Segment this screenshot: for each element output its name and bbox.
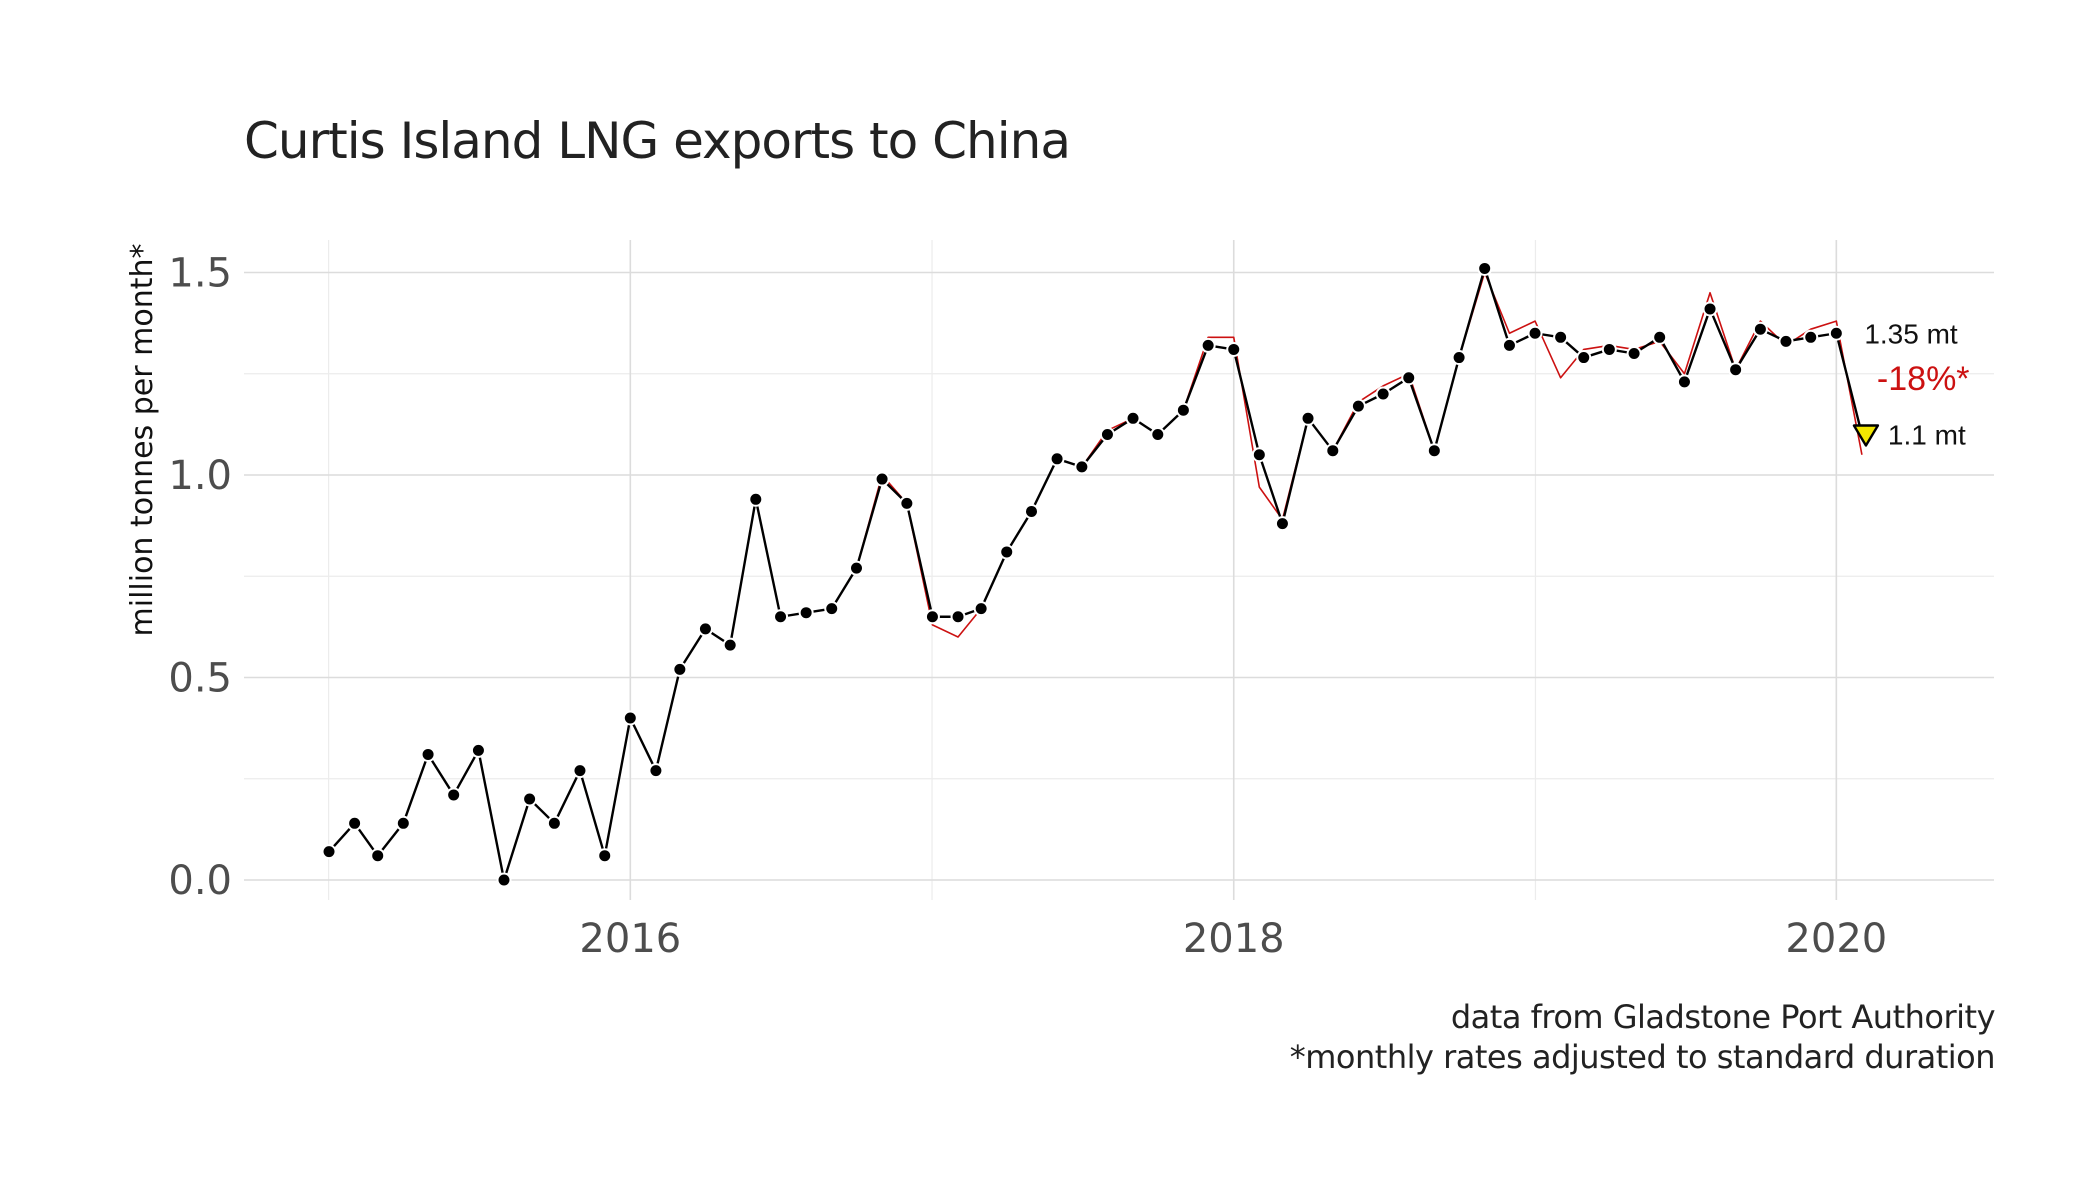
- data-point: [874, 471, 890, 487]
- data-point: [1300, 410, 1316, 426]
- data-point: [446, 787, 462, 803]
- data-point: [1527, 325, 1543, 341]
- data-point: [773, 609, 789, 625]
- y-tick-label: 1.0: [168, 453, 232, 499]
- data-point: [546, 815, 562, 831]
- chart-title: Curtis Island LNG exports to China: [244, 112, 1071, 170]
- data-point: [1828, 325, 1844, 341]
- data-point: [1728, 362, 1744, 378]
- data-point: [1350, 398, 1366, 414]
- data-point: [1676, 374, 1692, 390]
- data-point: [824, 601, 840, 617]
- data-point: [1601, 341, 1617, 357]
- data-point: [370, 848, 386, 864]
- data-point: [1477, 260, 1493, 276]
- data-point: [622, 710, 638, 726]
- data-point: [973, 601, 989, 617]
- data-point: [924, 609, 940, 625]
- y-axis-label: million tonnes per month*: [125, 244, 160, 637]
- data-points: [321, 260, 1844, 888]
- data-point: [522, 791, 538, 807]
- data-point: [950, 609, 966, 625]
- data-point: [1375, 386, 1391, 402]
- data-point: [347, 815, 363, 831]
- data-point: [798, 605, 814, 621]
- data-point: [597, 848, 613, 864]
- data-point: [1803, 329, 1819, 345]
- data-point: [1752, 321, 1768, 337]
- x-tick-label: 2016: [579, 916, 681, 962]
- data-point: [1125, 410, 1141, 426]
- annotation-last-full-month: 1.35 mt: [1864, 318, 1958, 349]
- data-point: [1325, 443, 1341, 459]
- caption-source: data from Gladstone Port Authority: [1450, 998, 1996, 1036]
- data-point: [1401, 370, 1417, 386]
- data-point: [1024, 503, 1039, 519]
- data-point: [1652, 329, 1668, 345]
- data-point: [672, 661, 688, 677]
- data-point: [496, 872, 512, 888]
- data-point: [1274, 516, 1290, 532]
- data-point: [999, 544, 1015, 560]
- data-point: [722, 637, 738, 653]
- major-gridlines: [244, 240, 1994, 900]
- data-point: [395, 815, 411, 831]
- annotation-percent-change: -18%*: [1877, 360, 1970, 398]
- x-tick-label: 2020: [1785, 916, 1887, 962]
- annotation-latest-month: 1.1 mt: [1888, 420, 1966, 451]
- data-point: [420, 746, 436, 762]
- data-point: [1049, 451, 1065, 467]
- data-point: [1451, 350, 1467, 366]
- caption-note: *monthly rates adjusted to standard dura…: [1289, 1038, 1996, 1076]
- data-point: [1175, 402, 1191, 418]
- annotations: 1.35 mt -18%* 1.1 mt: [1852, 318, 1970, 451]
- data-point: [1576, 350, 1592, 366]
- data-point: [470, 742, 486, 758]
- x-tick-label: 2018: [1183, 916, 1285, 962]
- data-point: [1626, 346, 1642, 361]
- y-tick-label: 1.5: [168, 251, 232, 297]
- data-point: [1778, 333, 1794, 349]
- data-point: [849, 560, 864, 576]
- data-point: [1200, 337, 1216, 353]
- highlight-marker: [1852, 424, 1880, 447]
- y-tick-label: 0.0: [168, 858, 232, 904]
- data-point: [899, 495, 915, 511]
- data-point: [1150, 427, 1166, 442]
- data-point: [648, 763, 664, 779]
- x-axis-ticks: 2016 2018 2020: [579, 916, 1887, 962]
- data-point: [748, 491, 764, 507]
- data-point: [697, 621, 713, 637]
- data-point: [1553, 329, 1569, 345]
- data-point: [1702, 301, 1718, 317]
- data-point: [1501, 337, 1517, 353]
- data-point: [1426, 443, 1442, 459]
- y-tick-label: 0.5: [168, 656, 232, 702]
- data-point: [1074, 459, 1090, 475]
- data-point: [1251, 447, 1267, 463]
- y-axis-ticks: 0.0 0.5 1.0 1.5: [168, 251, 232, 905]
- data-point: [572, 763, 588, 779]
- data-point: [1226, 341, 1242, 357]
- data-point: [1099, 427, 1115, 442]
- minor-gridlines: [244, 240, 1994, 900]
- data-point: [321, 844, 337, 860]
